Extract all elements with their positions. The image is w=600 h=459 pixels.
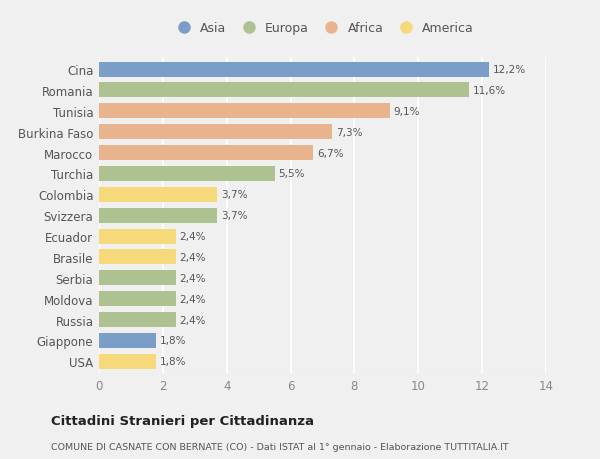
Legend: Asia, Europa, Africa, America: Asia, Europa, Africa, America [171,22,474,35]
Text: COMUNE DI CASNATE CON BERNATE (CO) - Dati ISTAT al 1° gennaio - Elaborazione TUT: COMUNE DI CASNATE CON BERNATE (CO) - Dat… [51,442,509,451]
Bar [99,229,176,244]
Text: 3,7%: 3,7% [221,190,247,200]
Bar [99,333,157,348]
Bar [99,291,176,307]
Bar [99,354,157,369]
Bar [99,146,313,161]
Text: 7,3%: 7,3% [336,128,362,137]
Bar [99,250,176,265]
Text: 2,4%: 2,4% [179,273,206,283]
Bar [99,62,488,78]
Text: 2,4%: 2,4% [179,252,206,263]
Text: 5,5%: 5,5% [278,169,305,179]
Text: 6,7%: 6,7% [317,148,343,158]
Bar [99,208,217,223]
Text: 1,8%: 1,8% [160,357,187,367]
Text: Cittadini Stranieri per Cittadinanza: Cittadini Stranieri per Cittadinanza [51,414,314,428]
Text: 1,8%: 1,8% [160,336,187,346]
Bar [99,167,275,182]
Text: 3,7%: 3,7% [221,211,247,221]
Bar [99,104,389,119]
Bar [99,313,176,327]
Text: 11,6%: 11,6% [473,86,506,96]
Text: 12,2%: 12,2% [493,65,526,75]
Text: 2,4%: 2,4% [179,315,206,325]
Text: 9,1%: 9,1% [394,106,420,117]
Text: 2,4%: 2,4% [179,232,206,241]
Bar [99,83,469,98]
Text: 2,4%: 2,4% [179,294,206,304]
Bar [99,125,332,140]
Bar [99,271,176,286]
Bar [99,187,217,202]
